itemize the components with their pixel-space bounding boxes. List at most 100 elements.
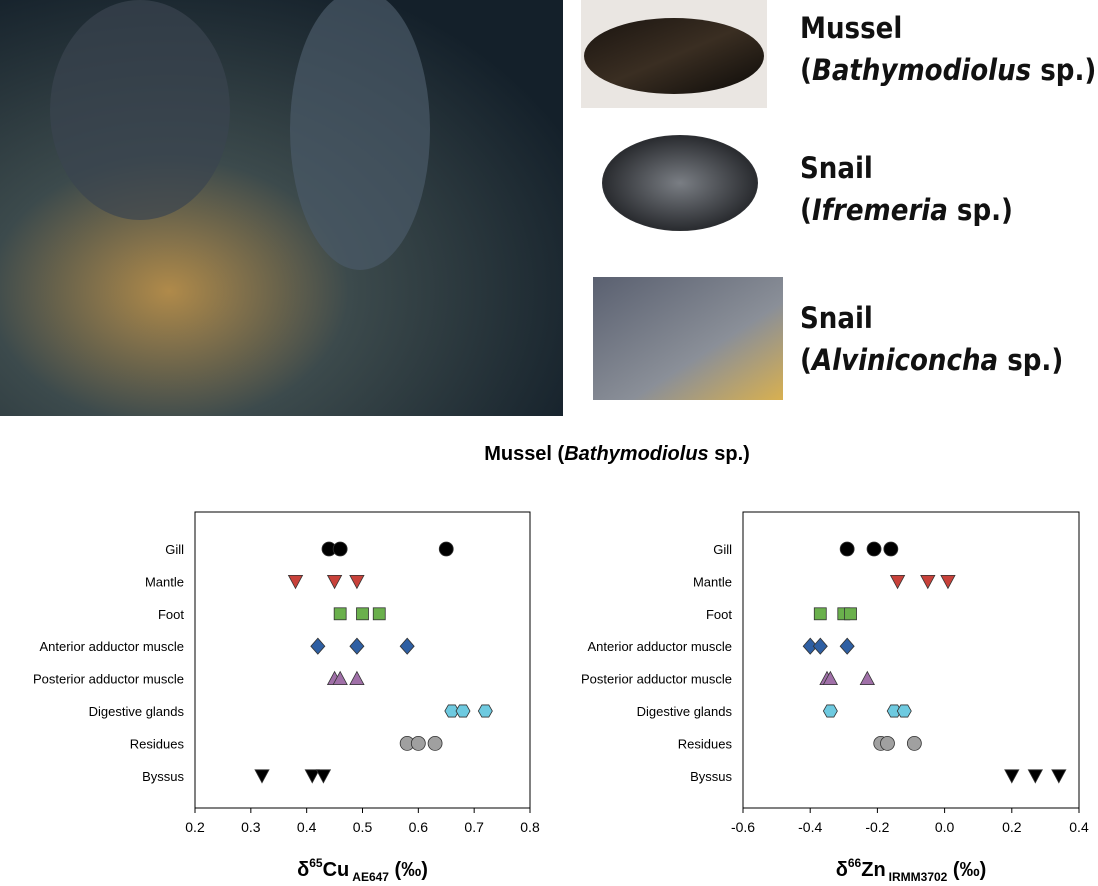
y-tick-label: Gill — [713, 542, 732, 557]
point — [866, 541, 882, 557]
point — [287, 575, 304, 590]
label-isotope: 66 — [848, 856, 862, 870]
y-tick-label: Anterior adductor muscle — [587, 639, 732, 654]
heading-genus: Bathymodiolus — [564, 443, 708, 465]
point — [880, 736, 895, 751]
point — [477, 704, 493, 718]
snail-photo — [602, 135, 758, 231]
species-label: Snail (Ifremeria sp.) — [800, 147, 1013, 231]
point — [839, 637, 855, 655]
y-tick-label: Byssus — [142, 769, 184, 784]
x-tick-label: 0.3 — [241, 819, 261, 835]
x-axis-label: δ66Zn IRMM3702 (‰) — [836, 856, 987, 884]
species-label: Snail (Alviniconcha sp.) — [800, 297, 1063, 381]
point — [349, 637, 365, 655]
point — [438, 541, 454, 557]
paren: ( — [800, 343, 812, 377]
y-tick-label: Digestive glands — [637, 704, 733, 719]
y-tick-label: Byssus — [690, 769, 732, 784]
point — [304, 769, 320, 784]
label-isotope: 65 — [309, 856, 323, 870]
point — [254, 769, 270, 784]
y-tick-label: Digestive glands — [89, 704, 185, 719]
point — [812, 637, 828, 655]
point — [844, 607, 857, 621]
y-tick-label: Mantle — [145, 574, 184, 589]
point — [427, 736, 443, 751]
y-tick-label: Anterior adductor muscle — [39, 639, 184, 654]
x-tick-label: 0.2 — [1002, 819, 1022, 835]
point — [326, 575, 343, 590]
point — [822, 670, 839, 685]
paren: ( — [800, 193, 812, 227]
point — [410, 736, 426, 751]
x-tick-label: 0.0 — [935, 819, 955, 835]
point — [940, 575, 956, 590]
y-tick-label: Foot — [158, 607, 184, 622]
point — [349, 575, 365, 590]
point — [859, 670, 875, 685]
suffix: sp.) — [998, 343, 1064, 377]
point — [332, 670, 348, 685]
point — [883, 541, 899, 557]
y-tick-label: Residues — [678, 736, 733, 751]
point — [889, 575, 906, 590]
point — [1004, 769, 1020, 784]
x-tick-label: 0.4 — [1069, 819, 1089, 835]
label-standard: IRMM3702 — [889, 870, 948, 884]
point — [349, 670, 365, 685]
point — [906, 736, 922, 751]
label-element: Zn — [861, 859, 885, 881]
x-tick-label: -0.6 — [731, 819, 755, 835]
smoke — [290, 0, 430, 270]
y-tick-label: Mantle — [693, 574, 732, 589]
point — [315, 769, 332, 784]
y-tick-label: Gill — [165, 542, 184, 557]
snail-photo-2 — [593, 277, 783, 400]
x-tick-label: -0.2 — [865, 819, 889, 835]
heading: Mussel (Bathymodiolus sp.) — [484, 443, 750, 465]
point — [356, 607, 369, 621]
smoke — [50, 0, 230, 220]
point — [372, 607, 386, 621]
mussel-shell — [584, 18, 764, 94]
heading-text: Mussel ( — [484, 443, 564, 465]
point — [455, 704, 471, 718]
species-label: Mussel (Bathymodiolus sp.) — [800, 7, 1096, 91]
common-name: Snail — [800, 151, 873, 185]
label-unit: (‰) — [389, 859, 428, 881]
point — [332, 541, 348, 557]
suffix: sp.) — [947, 193, 1013, 227]
point — [920, 575, 936, 590]
x-tick-label: 0.2 — [185, 819, 205, 835]
genus: Ifremeria — [811, 193, 948, 227]
genus: Bathymodiolus — [811, 53, 1032, 87]
point — [310, 637, 326, 655]
point — [399, 637, 415, 655]
point — [813, 607, 827, 621]
point — [886, 704, 902, 718]
x-tick-label: -0.4 — [798, 819, 822, 835]
point — [444, 704, 460, 718]
label-element: Cu — [323, 859, 350, 881]
genus: Alviniconcha — [811, 343, 999, 377]
plot-frame — [742, 511, 1080, 809]
point — [333, 607, 347, 621]
point — [822, 704, 838, 718]
point — [1027, 769, 1043, 784]
heading-text: sp.) — [709, 443, 750, 465]
point — [839, 541, 855, 557]
label-standard: AE647 — [352, 870, 389, 884]
label-unit: (‰) — [947, 859, 986, 881]
y-tick-label: Posterior adductor muscle — [33, 672, 184, 687]
point — [802, 637, 818, 655]
x-tick-label: 0.7 — [464, 819, 484, 835]
x-axis-label: δ65Cu AE647 (‰) — [297, 856, 428, 884]
point — [896, 704, 912, 718]
y-tick-label: Foot — [706, 607, 732, 622]
x-tick-label: 0.4 — [297, 819, 317, 835]
paren: ( — [800, 53, 812, 87]
label-symbol: δ — [836, 859, 848, 881]
